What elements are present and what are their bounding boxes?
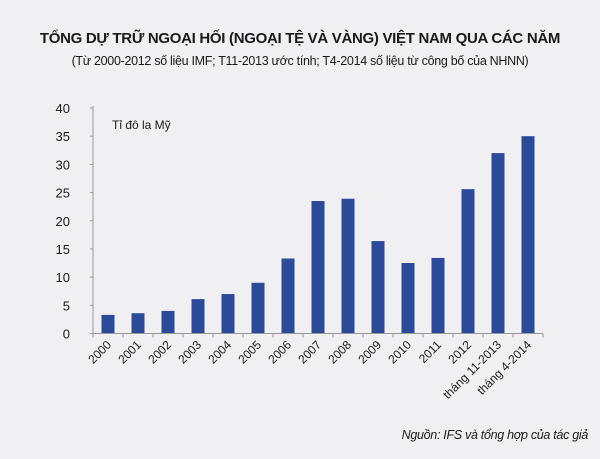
x-tick-label: 2004 bbox=[205, 337, 234, 366]
bar-2004 bbox=[221, 294, 235, 334]
x-tick-label: 2009 bbox=[355, 337, 384, 366]
bar-2001 bbox=[131, 313, 145, 334]
x-tick-label: 2008 bbox=[325, 337, 354, 366]
x-tick-label: 2006 bbox=[265, 337, 294, 366]
bar-2009 bbox=[371, 241, 385, 334]
x-tick-label: 2011 bbox=[416, 337, 444, 365]
bar-2007 bbox=[311, 201, 325, 334]
bar-tháng-11-2013 bbox=[491, 153, 505, 334]
bar-2011 bbox=[431, 257, 445, 334]
y-tick-label: 15 bbox=[56, 242, 70, 257]
y-tick-label: 35 bbox=[56, 129, 70, 144]
y-tick-label: 5 bbox=[63, 298, 70, 313]
y-tick-label: 10 bbox=[56, 270, 70, 285]
x-tick-label: 2003 bbox=[175, 337, 204, 366]
bar-tháng-4-2014 bbox=[521, 136, 535, 334]
x-tick-label: 2000 bbox=[85, 337, 114, 366]
x-tick-label: 2001 bbox=[115, 337, 144, 366]
y-tick-label: 0 bbox=[63, 327, 70, 342]
y-tick-label: 40 bbox=[56, 101, 70, 116]
chart-subtitle: (Từ 2000-2012 số liệu IMF; T11-2013 ước … bbox=[71, 54, 529, 68]
y-tick-label: 30 bbox=[56, 157, 70, 172]
bar-2005 bbox=[251, 282, 265, 334]
y-axis-unit-label: Tỉ đô la Mỹ bbox=[112, 118, 171, 132]
x-tick-label: 2002 bbox=[145, 337, 174, 366]
bar-2010 bbox=[401, 263, 415, 334]
x-tick-label: 2010 bbox=[385, 337, 414, 366]
bar-2008 bbox=[341, 198, 355, 334]
bar-2002 bbox=[161, 310, 175, 334]
x-tick-label: 2005 bbox=[235, 337, 264, 366]
y-tick-label: 25 bbox=[56, 186, 70, 201]
bar-2006 bbox=[281, 258, 295, 334]
y-tick-label: 20 bbox=[56, 214, 70, 229]
bar-2012 bbox=[461, 189, 475, 334]
x-tick-label: 2007 bbox=[295, 337, 324, 366]
bar-2000 bbox=[101, 314, 115, 334]
bar-2003 bbox=[191, 299, 205, 334]
chart-title: TỔNG DỰ TRỮ NGOẠI HỐI (NGOẠI TỆ VÀ VÀNG)… bbox=[39, 30, 561, 47]
source-note: Nguồn: IFS và tổng hợp của tác giả bbox=[401, 428, 589, 442]
